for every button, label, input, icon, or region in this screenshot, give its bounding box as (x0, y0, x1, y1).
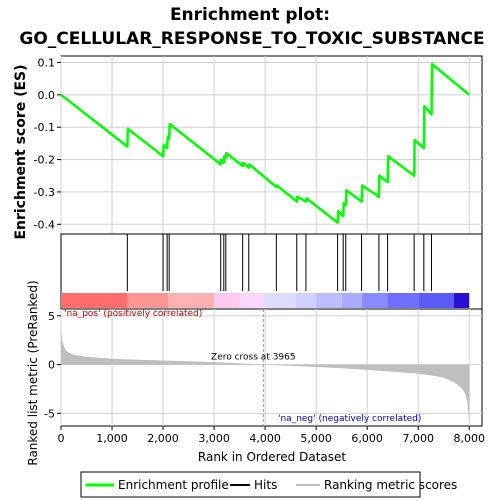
ranking-color-bar (61, 293, 470, 308)
es-yticks: 0.1 0.0 -0.1 -0.2 -0.3 -0.4 (34, 56, 61, 231)
x-tick-label: 6,000 (351, 432, 383, 445)
es-ytick-label: -0.4 (34, 218, 55, 231)
color-bar-segment (295, 293, 317, 308)
es-ytick-label: 0.1 (38, 56, 56, 69)
es-gridlines (60, 56, 482, 234)
color-bar-segment (418, 293, 454, 308)
x-tick-label: 4,000 (249, 432, 281, 445)
es-ytick-label: 0.0 (38, 89, 56, 102)
legend: Enrichment profile Hits Ranking metric s… (80, 471, 457, 498)
rank-ylabel: Ranked list metric (PreRanked) (26, 280, 40, 465)
color-bar-segment (265, 293, 296, 308)
zero-cross-label: Zero cross at 3965 (211, 353, 296, 363)
es-ytick-label: -0.3 (34, 186, 55, 199)
negative-correlation-label: 'na_neg' (negatively correlated) (278, 414, 421, 424)
rank-ytick-label: 5 (48, 310, 55, 323)
x-tick-label: 2,000 (147, 432, 179, 445)
color-bar-segment (453, 293, 470, 308)
es-ytick-label: -0.1 (34, 121, 55, 134)
hit-lines (126, 234, 432, 291)
hits-panel (60, 233, 483, 310)
chart-title-line1: Enrichment plot: (170, 5, 330, 25)
legend-box (80, 471, 421, 498)
color-bar-segment (214, 293, 240, 308)
rank-panel: Zero cross at 3965 'na_pos' (positively … (26, 280, 483, 466)
color-bar-segment (127, 293, 169, 308)
enrichment-profile-line (60, 62, 470, 224)
color-bar-segment (316, 293, 342, 308)
x-tick-label: 7,000 (402, 432, 434, 445)
legend-label-ranking: Ranking metric scores (324, 478, 457, 492)
rank-yticks: 5 0 -5 (44, 310, 61, 420)
color-bar-segment (168, 293, 215, 308)
color-bar-segment (341, 293, 363, 308)
legend-label-hits: Hits (254, 478, 277, 492)
x-tick-label: 3,000 (198, 432, 230, 445)
positive-correlation-label: 'na_pos' (positively correlated) (64, 309, 202, 319)
rank-ytick-label: 0 (48, 359, 55, 372)
x-axis-ticks: 0 1,000 2,000 3,000 4,000 5,000 6,000 7,000 8,00… (58, 426, 485, 445)
color-bar-segment (239, 293, 266, 308)
es-panel: 0.1 0.0 -0.1 -0.2 -0.3 -0.4 Enrichment score … (13, 55, 483, 240)
x-tick-label: 1,000 (96, 432, 128, 445)
x-tick-label: 0 (58, 432, 65, 445)
chart-title-line2: GO_CELLULAR_RESPONSE_TO_TOXIC_SUBSTANCE (19, 29, 484, 49)
x-axis-label: Rank in Ordered Dataset (198, 450, 346, 464)
x-tick-label: 8,000 (453, 432, 485, 445)
rank-ytick-label: -5 (44, 407, 55, 420)
x-tick-label: 5,000 (300, 432, 332, 445)
es-ylabel: Enrichment score (ES) (13, 64, 29, 239)
es-ytick-label: -0.2 (34, 154, 55, 167)
legend-label-enrichment: Enrichment profile (118, 478, 229, 492)
color-bar-segment (61, 293, 128, 308)
color-bar-segment (387, 293, 419, 308)
color-bar-segment (362, 293, 388, 308)
